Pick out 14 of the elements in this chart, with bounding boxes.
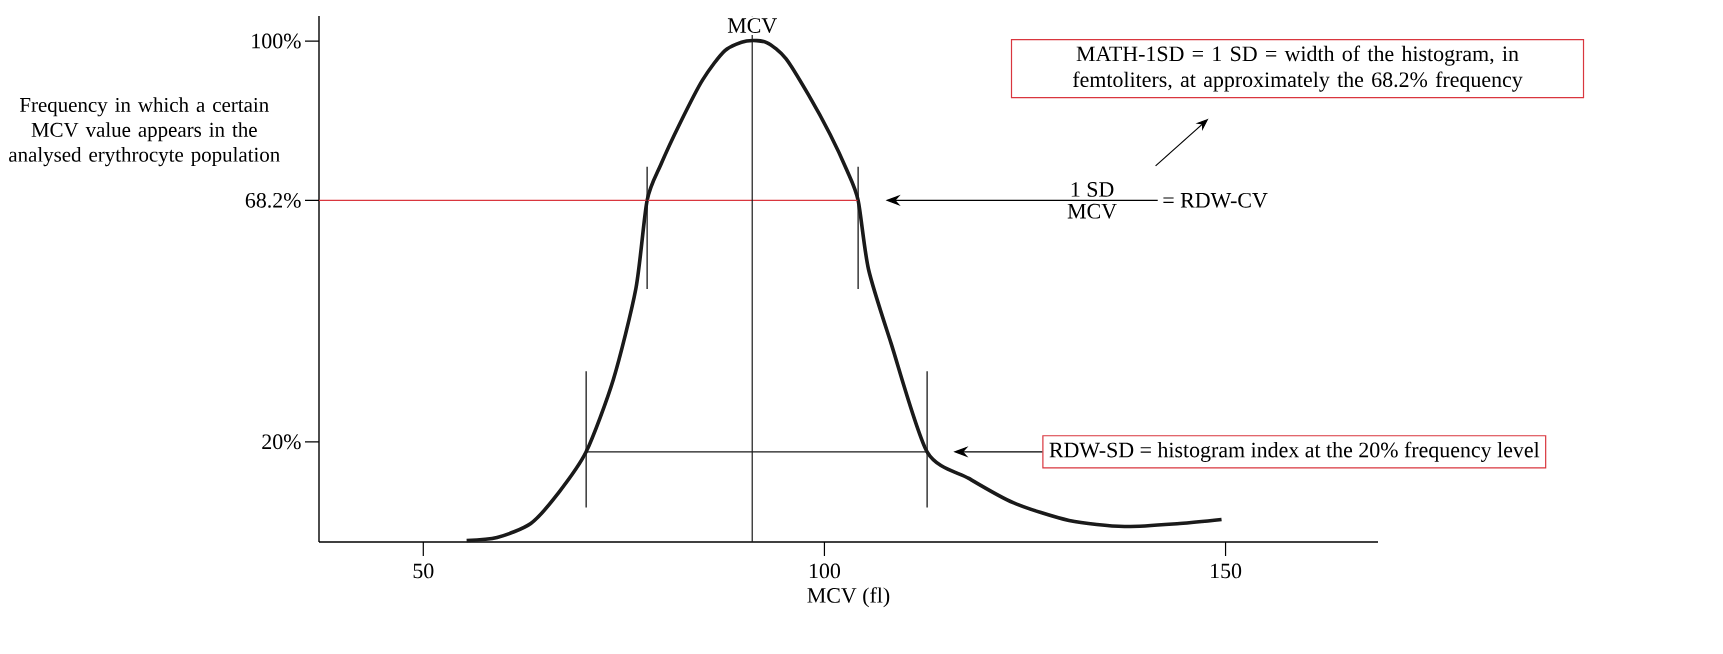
annotation: MATH-1SD = 1 SD = width of the histogram, in femtoliters, at approximately the 68.2% frequency <box>1072 45 1523 92</box>
y-axis-title: Frequency in which a certain MCV value appears in the analysed erythrocyte population <box>9 97 280 167</box>
y-tick-label: 100% <box>252 33 301 49</box>
annotation: 1 SD <box>1071 182 1114 197</box>
x-tick-label: 100 <box>809 563 841 579</box>
x-tick-label: 150 <box>1211 563 1242 579</box>
x-axis-title: MCV (fl) <box>807 587 890 608</box>
annotation: = RDW-CV <box>1163 192 1268 208</box>
annotation: MCV <box>1067 203 1117 219</box>
y-tick-label: 68.2% <box>245 192 301 208</box>
x-tick-label: 50 <box>413 563 434 579</box>
ref-line-label: MCV <box>727 18 777 34</box>
annotation: RDW-SD = histogram index at the 20% frequency level <box>1049 441 1540 462</box>
y-tick-label: 20% <box>262 434 301 450</box>
